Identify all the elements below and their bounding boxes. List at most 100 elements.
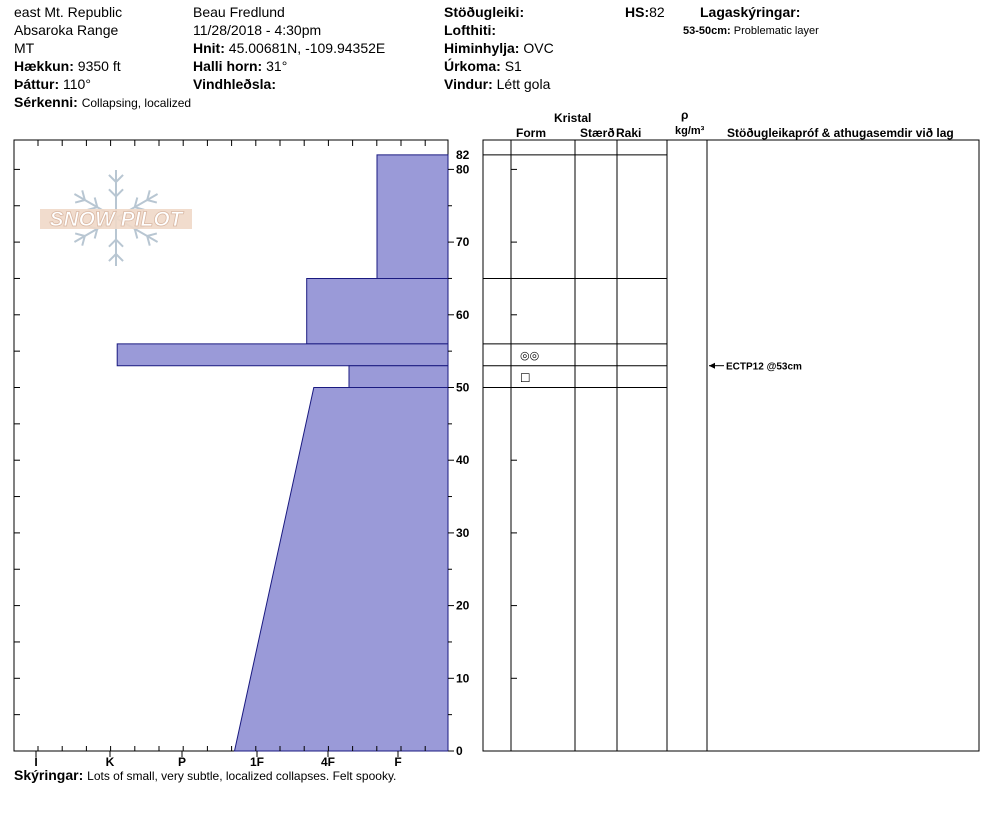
layer-table-frame <box>482 139 980 752</box>
depth-tick-label: 50 <box>456 381 470 395</box>
hardness-tick-label: 4F <box>321 755 335 769</box>
hardness-axis: I K P 1F 4F F <box>34 140 426 769</box>
coords-label: Hnit: <box>193 40 225 56</box>
stability-test-marker: ECTP12 @53cm <box>709 362 802 373</box>
hardness-bars <box>116 154 449 752</box>
hardness-bar-2 <box>116 343 449 367</box>
sky-value: OVC <box>523 40 554 56</box>
footer-notes: Skýringar: Lots of small, very subtle, l… <box>14 766 396 785</box>
observer: Beau Fredlund <box>193 4 285 20</box>
rho-header: ρ <box>681 108 689 122</box>
datetime: 11/28/2018 - 4:30pm <box>193 22 322 38</box>
snowflake-branch <box>74 199 86 204</box>
hardness-bar-0 <box>376 154 449 279</box>
snowflake-branch <box>81 190 86 201</box>
aspect-value: 110° <box>63 76 91 92</box>
snowflake-branch <box>133 228 139 239</box>
snowflake-branch <box>146 199 158 204</box>
logo-text: SNOW PILOT <box>50 208 185 231</box>
slope-value: 31° <box>266 58 288 74</box>
snowflake-branch <box>115 238 124 248</box>
test-annotation-text: ECTP12 @53cm <box>726 362 802 373</box>
left-depth-ticks <box>14 168 20 752</box>
hs-label: HS: <box>625 4 650 20</box>
form-header: Form <box>516 126 546 140</box>
hardness-tick-label: I <box>34 755 37 769</box>
snowflake-branch <box>108 253 117 262</box>
range: Absaroka Range <box>14 22 119 38</box>
snowflake-branch <box>115 174 124 183</box>
snowflake-branch <box>115 188 124 198</box>
snowflake-branch <box>93 197 99 208</box>
layer-note-text: Problematic layer <box>733 25 819 37</box>
table-columns <box>510 140 708 751</box>
depth-tick-label: 80 <box>456 162 470 176</box>
hardness-tick-label: K <box>106 755 115 769</box>
grain-symbol: ◎◎ <box>520 349 539 362</box>
logo-band <box>40 209 192 229</box>
snowflake-branch <box>74 232 86 237</box>
elevation-label: Hækkun: <box>14 58 74 74</box>
snowflake-branch <box>115 253 124 262</box>
location: east Mt. Republic <box>14 4 123 20</box>
snowflake-branch <box>133 197 139 208</box>
coords-value: 45.00681N, -109.94352E <box>228 40 386 56</box>
hardness-bar-1 <box>306 277 449 345</box>
snowflake-branch <box>93 228 99 239</box>
test-arrow-head <box>709 362 715 369</box>
snowflake-branch <box>146 235 151 246</box>
density-unit-header: kg/m³ <box>675 125 705 137</box>
tests-header: Stöðugleikapróf & athugasemdir við lag <box>727 126 954 140</box>
wind-label: Vindur: <box>444 76 493 92</box>
precip-label: Úrkoma: <box>444 58 501 74</box>
features-label: Sérkenni: <box>14 94 78 110</box>
size-header: Stærð <box>580 126 615 140</box>
hardness-bar-3 <box>348 365 449 388</box>
snowpilot-logo: SNOW PILOT <box>40 170 192 266</box>
hardness-tick-label: 1F <box>250 755 264 769</box>
features: Sérkenni: Collapsing, localized <box>14 93 191 112</box>
snowflake-branch <box>108 188 117 198</box>
depth-tick-label: 30 <box>456 526 470 540</box>
grain-symbols: ◎◎ □ <box>520 349 539 384</box>
stability-label: Stöðugleiki: <box>444 4 525 20</box>
depth-top-label: 82 <box>456 148 470 162</box>
table-depth-ticks <box>511 168 517 752</box>
layer-notes-label: Lagaskýringar: <box>700 4 801 20</box>
footer-notes-text: Lots of small, very subtle, localized co… <box>87 769 397 783</box>
hs-value: 82 <box>649 4 665 20</box>
air-temp-label: Lofthiti: <box>444 22 497 38</box>
hardness-tick-label: F <box>394 755 401 769</box>
sky: Himinhylja: OVC <box>444 39 554 57</box>
precip: Úrkoma: S1 <box>444 57 522 75</box>
wind-value: Létt gola <box>496 76 551 92</box>
sky-label: Himinhylja: <box>444 40 520 56</box>
coords: Hnit: 45.00681N, -109.94352E <box>193 39 385 57</box>
elevation: Hækkun: 9350 ft <box>14 57 121 75</box>
features-value: Collapsing, localized <box>81 96 192 110</box>
grain-symbol: □ <box>520 371 530 384</box>
snowflake-branch <box>146 232 158 237</box>
footer-notes-label: Skýringar: <box>14 767 84 783</box>
precip-value: S1 <box>504 58 522 74</box>
slope: Halli horn: 31° <box>193 57 287 75</box>
wind: Vindur: Létt gola <box>444 75 550 93</box>
depth-tick-label: 20 <box>456 599 470 613</box>
snowflake-branch <box>81 235 86 246</box>
state: MT <box>14 40 35 56</box>
aspect-label: Þáttur: <box>14 76 60 92</box>
layer-note-range: 53-50cm: <box>683 25 731 37</box>
depth-tick-label: 0 <box>456 744 463 758</box>
hardness-tick-label: P <box>178 755 186 769</box>
hardness-bar-4 <box>233 387 449 752</box>
aspect: Þáttur: 110° <box>14 75 91 93</box>
moisture-header: Raki <box>616 126 642 140</box>
kristal-header: Kristal <box>554 111 592 125</box>
depth-tick-label: 60 <box>456 308 470 322</box>
depth-tick-label: 70 <box>456 235 470 249</box>
wind-loading-label: Vindhleðsla: <box>193 76 276 92</box>
snowflake-branch <box>146 190 151 201</box>
elevation-value: 9350 ft <box>77 58 121 74</box>
slope-label: Halli horn: <box>193 58 263 74</box>
